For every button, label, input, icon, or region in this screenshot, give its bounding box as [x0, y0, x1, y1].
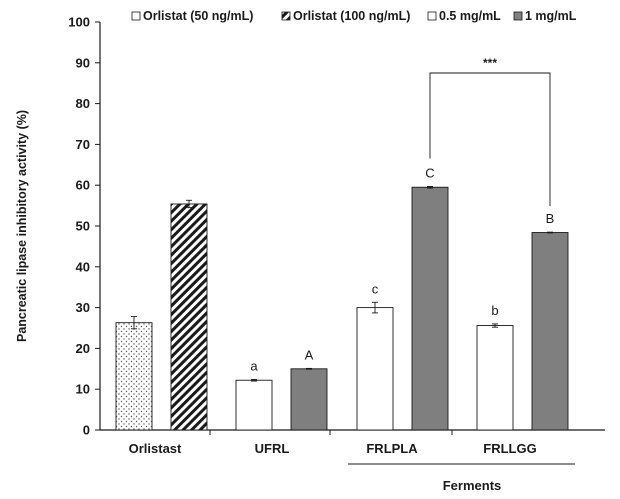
legend-swatch — [513, 11, 523, 21]
bar-letter-label: a — [250, 358, 258, 373]
legend-swatch — [427, 11, 437, 21]
group-label: Ferments — [443, 478, 502, 493]
bar — [531, 232, 569, 431]
bar — [411, 186, 449, 431]
y-tick-label: 10 — [76, 382, 90, 397]
y-tick-label: 40 — [76, 259, 90, 274]
y-axis-ticks: 0 10 20 30 40 50 60 70 80 90 100 — [68, 15, 100, 438]
y-tick-label: 90 — [76, 55, 90, 70]
legend-swatch — [281, 11, 291, 21]
legend-label: Orlistat (100 ng/mL) — [293, 9, 410, 23]
y-tick-label: 50 — [76, 219, 90, 234]
y-tick-label: 80 — [76, 96, 90, 111]
y-tick-label: 30 — [76, 300, 90, 315]
bar-letter-label: B — [546, 211, 555, 226]
legend-label: 0.5 mg/mL — [439, 9, 501, 23]
category-label: Orlistast — [129, 441, 182, 456]
bar-letter-label: A — [305, 347, 314, 362]
plot-area: a Ac Cb B *** — [99, 22, 605, 435]
category-label: UFRL — [255, 441, 290, 456]
category-label: FRLPLA — [366, 441, 418, 456]
bar — [235, 379, 273, 431]
y-tick-label: 20 — [76, 341, 90, 356]
significance-bracket — [429, 72, 551, 207]
legend-swatch — [131, 11, 141, 21]
bar-letter-label: C — [425, 165, 434, 180]
bar-letter-label: b — [491, 303, 498, 318]
legend: Orlistat (50 ng/mL) Orlistat (100 ng/mL) 0… — [131, 9, 577, 23]
bar — [476, 325, 514, 431]
category-label: FRLLGG — [483, 441, 536, 456]
bar — [115, 322, 153, 431]
bar-letter-label: c — [372, 281, 379, 296]
bar — [290, 368, 328, 431]
y-tick-label: 100 — [68, 15, 90, 30]
y-tick-label: 70 — [76, 137, 90, 152]
category-labels: Orlistast UFRL FRLPLA FRLLGG — [129, 441, 537, 456]
y-tick-label: 60 — [76, 178, 90, 193]
y-axis-label: Pancreatic lipase inhibitory activity (%… — [15, 110, 29, 342]
bar — [170, 203, 208, 431]
legend-label: Orlistat (50 ng/mL) — [143, 9, 253, 23]
legend-label: 1 mg/mL — [525, 9, 577, 23]
bar — [356, 307, 394, 431]
significance-label: *** — [483, 56, 497, 70]
y-tick-label: 0 — [83, 423, 90, 438]
